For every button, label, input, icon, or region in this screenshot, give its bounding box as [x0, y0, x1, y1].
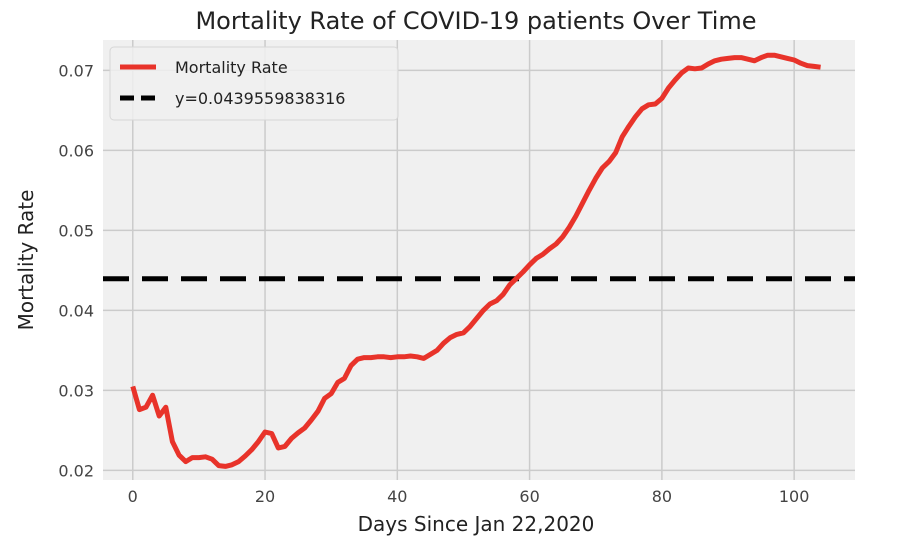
- x-tick-label: 60: [519, 487, 539, 506]
- legend-box: [109, 46, 399, 121]
- x-axis-ticks: 0 20 40 60 80 100: [128, 487, 810, 506]
- x-tick-label: 40: [387, 487, 407, 506]
- y-tick-label: 0.03: [58, 381, 94, 400]
- x-tick-label: 100: [779, 487, 810, 506]
- legend: Mortality Rate y=0.0439559838316: [109, 46, 399, 121]
- y-tick-label: 0.06: [58, 141, 94, 160]
- y-tick-label: 0.05: [58, 221, 94, 240]
- legend-label-mortality: Mortality Rate: [175, 58, 288, 77]
- series-group: [130, 52, 821, 469]
- y-tick-label: 0.07: [58, 61, 94, 80]
- chart-title: Mortality Rate of COVID-19 patients Over…: [195, 7, 756, 35]
- x-tick-label: 80: [652, 487, 672, 506]
- x-tick-label: 0: [128, 487, 138, 506]
- legend-label-mean: y=0.0439559838316: [175, 89, 345, 108]
- y-axis-ticks: 0.02 0.03 0.04 0.05 0.06 0.07: [58, 61, 94, 480]
- y-axis-label: Mortality Rate: [14, 190, 38, 331]
- x-tick-label: 20: [255, 487, 275, 506]
- y-tick-label: 0.02: [58, 461, 94, 480]
- x-axis-label: Days Since Jan 22,2020: [358, 512, 595, 536]
- y-tick-label: 0.04: [58, 301, 94, 320]
- mortality-rate-line: [130, 52, 821, 469]
